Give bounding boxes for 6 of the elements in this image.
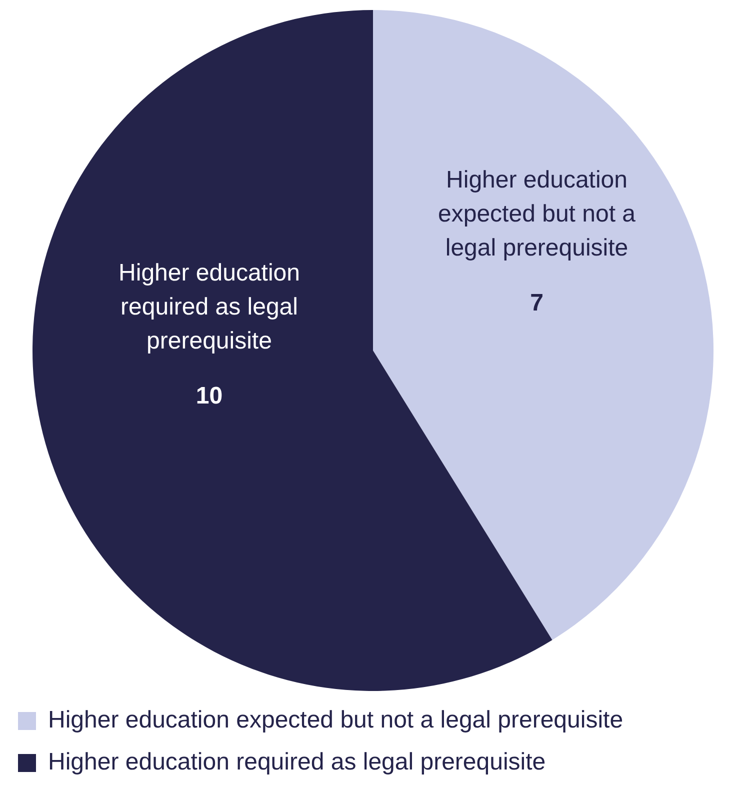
slice-label: Higher education required as legal prerequisite (118, 260, 300, 355)
data-label: 7 (530, 290, 544, 317)
legend-label: Higher education required as legal prerequisite (48, 748, 546, 776)
data-label: 10 (196, 382, 223, 410)
slice-label: Higher education expected but not a legal prerequisite (438, 166, 636, 262)
legend-label: Higher education expected but not a legal prerequisite (48, 706, 624, 734)
